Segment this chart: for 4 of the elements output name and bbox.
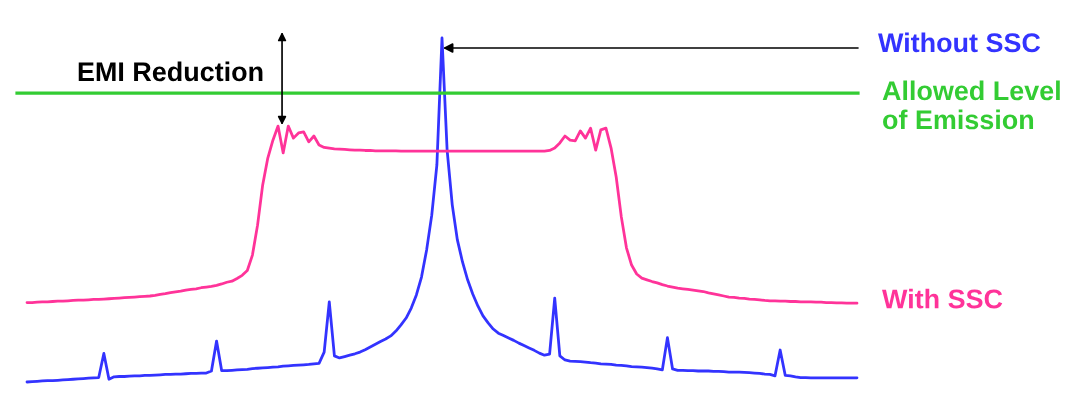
series-label: With SSC	[882, 288, 1003, 309]
ref-line-label: Allowed Level of Emission	[882, 80, 1060, 130]
text: Without SSC	[878, 32, 1041, 53]
annotation: EMI Reduction	[78, 61, 263, 82]
